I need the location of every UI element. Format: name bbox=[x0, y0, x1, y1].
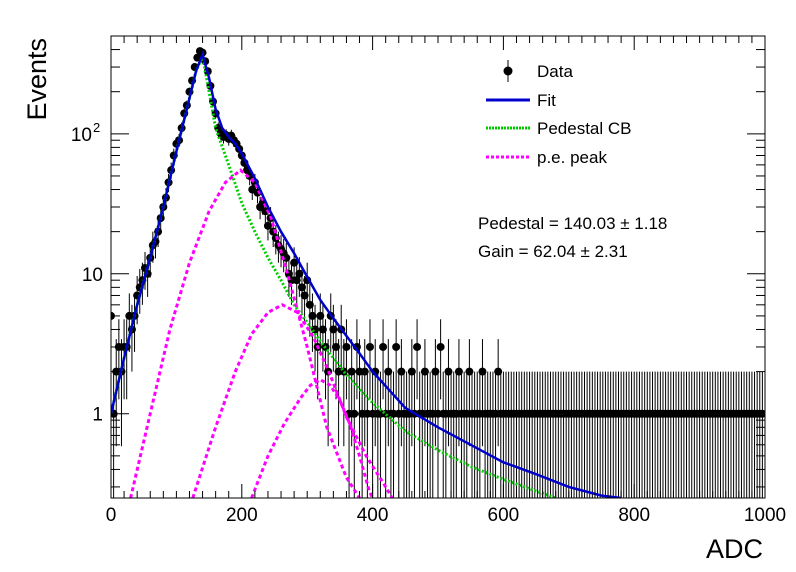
data-point bbox=[413, 319, 422, 400]
x-tick-label: 0 bbox=[106, 505, 117, 526]
x-tick-label: 1000 bbox=[744, 505, 786, 526]
pe-peak-curve-3 bbox=[250, 377, 374, 498]
x-axis-label: ADC bbox=[706, 534, 763, 564]
x-tick-label: 400 bbox=[357, 505, 389, 526]
data-point bbox=[420, 339, 429, 447]
data-point bbox=[392, 319, 401, 400]
plot-area bbox=[111, 47, 765, 498]
pe-peak-curve-1 bbox=[129, 168, 361, 498]
y-tick-label: 10 bbox=[82, 265, 103, 286]
x-tick-label: 200 bbox=[226, 505, 258, 526]
y-tick-label: 1 bbox=[92, 405, 103, 426]
data-point bbox=[316, 293, 325, 352]
data-point bbox=[431, 339, 440, 447]
data-point bbox=[329, 304, 338, 372]
data-point bbox=[350, 371, 359, 498]
legend-label: Data bbox=[537, 62, 573, 81]
data-point bbox=[454, 339, 463, 447]
data-point bbox=[308, 293, 317, 352]
data-point bbox=[478, 339, 487, 447]
y-axis-label: Events bbox=[22, 38, 52, 121]
y-tick-exponent: 2 bbox=[93, 120, 100, 135]
y-tick-label: 10 bbox=[71, 125, 92, 146]
legend-entry: Fit bbox=[486, 91, 556, 110]
x-tick-label: 600 bbox=[488, 505, 520, 526]
data-point bbox=[465, 339, 474, 447]
legend-entry: Pedestal CB bbox=[486, 119, 632, 138]
legend-label: p.e. peak bbox=[537, 148, 607, 167]
legend-label: Fit bbox=[537, 91, 556, 110]
data-point bbox=[342, 319, 351, 400]
pe-peak-curve-2 bbox=[191, 303, 394, 498]
fit-curve bbox=[111, 50, 622, 498]
axis-ticks bbox=[110, 35, 766, 498]
data-point bbox=[407, 339, 416, 447]
pedestal-annotation: Pedestal = 140.03 ± 1.18 bbox=[478, 214, 667, 233]
data-point bbox=[300, 275, 309, 325]
data-point bbox=[436, 319, 445, 400]
data-point bbox=[444, 339, 453, 447]
data-point bbox=[292, 262, 301, 305]
data-point bbox=[297, 268, 306, 314]
data-point bbox=[365, 319, 374, 400]
legend-entry: p.e. peak bbox=[486, 148, 607, 167]
data-point bbox=[379, 319, 388, 400]
legend-entry: Data bbox=[503, 60, 573, 82]
data-point bbox=[384, 339, 393, 447]
data-point bbox=[494, 339, 503, 447]
x-tick-label: 800 bbox=[618, 505, 650, 526]
gain-annotation: Gain = 62.04 ± 2.31 bbox=[478, 242, 628, 261]
legend: Data Fit Pedestal CB p.e. peak bbox=[486, 60, 632, 167]
legend-marker bbox=[503, 66, 513, 76]
legend-label: Pedestal CB bbox=[537, 119, 632, 138]
